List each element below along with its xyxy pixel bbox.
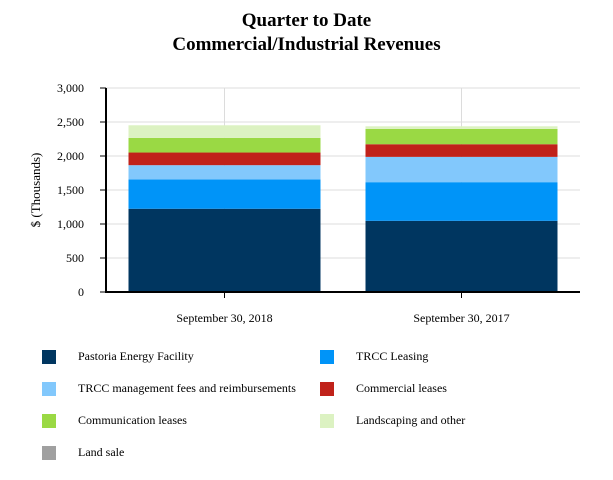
chart-title: Quarter to Date: [241, 10, 372, 31]
bar-segment: [128, 152, 321, 166]
legend-swatch: [320, 349, 334, 364]
bar-segment: [128, 179, 321, 209]
legend-item: TRCC management fees and reimbursements: [42, 381, 296, 396]
y-tick-label: 500: [66, 251, 84, 265]
legend-label: Landscaping and other: [356, 413, 466, 427]
legend-label: Communication leases: [78, 413, 187, 427]
bar-segment: [128, 165, 321, 180]
legend-item: Land sale: [42, 445, 124, 460]
legend-item: Pastoria Energy Facility: [42, 349, 194, 364]
legend-swatch: [320, 413, 334, 428]
legend-swatch: [42, 413, 56, 428]
bar-segment: [365, 220, 558, 292]
legend-item: Commercial leases: [320, 381, 447, 396]
bar-segment: [365, 156, 558, 183]
y-tick-label: 1,000: [57, 217, 84, 231]
x-tick-label: September 30, 2018: [176, 311, 272, 325]
legend-swatch: [42, 381, 56, 396]
bar-segment: [128, 137, 321, 153]
y-tick-label: 3,000: [57, 81, 84, 95]
legend-label: Land sale: [78, 445, 125, 459]
legend-label: Commercial leases: [356, 381, 447, 395]
legend-item: Landscaping and other: [320, 413, 465, 428]
legend-item: Communication leases: [42, 413, 187, 428]
y-tick-label: 0: [78, 285, 84, 299]
bar-segment: [128, 125, 321, 138]
bar-segment: [365, 126, 558, 129]
bar-segment: [365, 144, 558, 157]
y-tick-label: 1,500: [57, 183, 84, 197]
y-tick-label: 2,000: [57, 149, 84, 163]
bar-segment: [365, 182, 558, 221]
y-axis-label: $ (Thousands): [28, 153, 43, 228]
bar-segment: [128, 208, 321, 292]
chart-subtitle: Commercial/Industrial Revenues: [172, 34, 441, 55]
legend-label: TRCC management fees and reimbursements: [78, 381, 296, 395]
y-tick-label: 2,500: [57, 115, 84, 129]
legend-swatch: [320, 381, 334, 396]
legend-label: TRCC Leasing: [356, 349, 429, 363]
legend-item: TRCC Leasing: [320, 349, 428, 364]
legend-swatch: [42, 349, 56, 364]
bar-segment: [365, 128, 558, 145]
legend-swatch: [42, 445, 56, 460]
legend-label: Pastoria Energy Facility: [78, 349, 194, 363]
x-tick-label: September 30, 2017: [413, 311, 509, 325]
